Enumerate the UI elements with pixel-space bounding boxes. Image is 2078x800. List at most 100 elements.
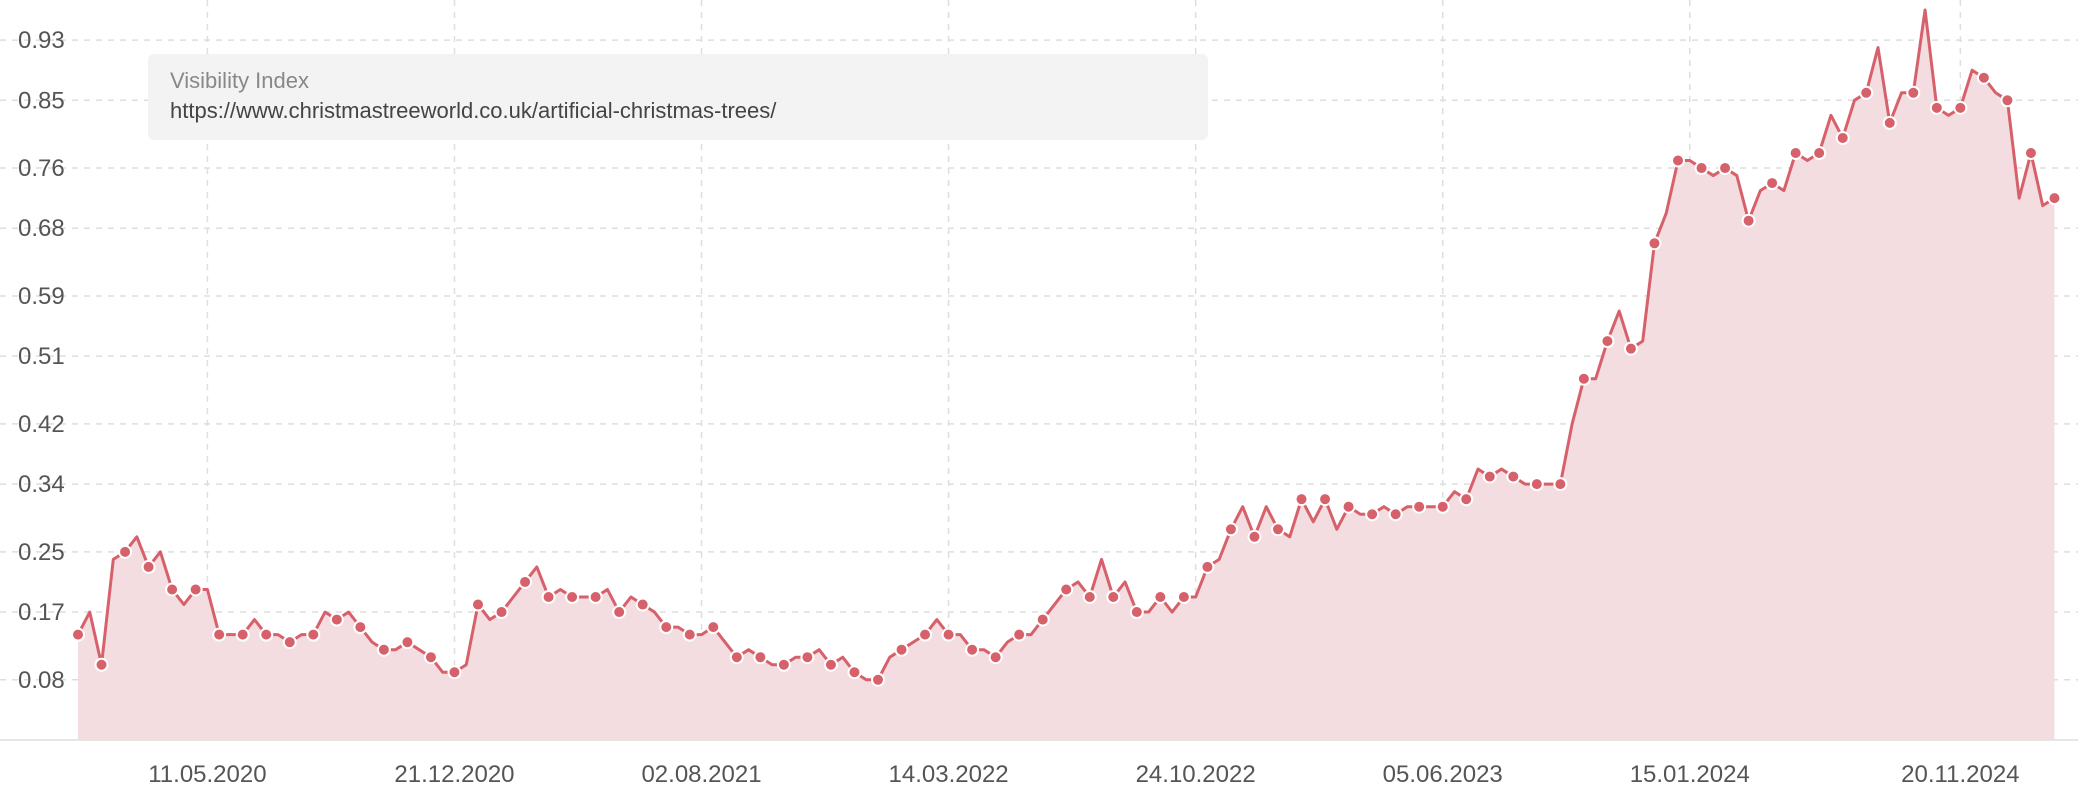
data-point[interactable] bbox=[1860, 87, 1872, 99]
data-point[interactable] bbox=[1013, 629, 1025, 641]
data-point[interactable] bbox=[284, 636, 296, 648]
data-point[interactable] bbox=[1837, 132, 1849, 144]
data-point[interactable] bbox=[1625, 343, 1637, 355]
data-point[interactable] bbox=[378, 644, 390, 656]
data-point[interactable] bbox=[919, 629, 931, 641]
x-tick-label: 21.12.2020 bbox=[394, 761, 514, 788]
data-point[interactable] bbox=[1931, 102, 1943, 114]
data-point[interactable] bbox=[1554, 478, 1566, 490]
data-point[interactable] bbox=[448, 666, 460, 678]
x-tick-label: 11.05.2020 bbox=[148, 761, 266, 788]
data-point[interactable] bbox=[425, 651, 437, 663]
data-point[interactable] bbox=[1131, 606, 1143, 618]
data-point[interactable] bbox=[754, 651, 766, 663]
data-point[interactable] bbox=[613, 606, 625, 618]
data-point[interactable] bbox=[990, 651, 1002, 663]
data-point[interactable] bbox=[1248, 531, 1260, 543]
data-point[interactable] bbox=[943, 629, 955, 641]
data-point[interactable] bbox=[1390, 508, 1402, 520]
data-point[interactable] bbox=[731, 651, 743, 663]
data-point[interactable] bbox=[1578, 373, 1590, 385]
y-tick-label: 0.25 bbox=[18, 539, 65, 566]
data-point[interactable] bbox=[1437, 501, 1449, 513]
data-point[interactable] bbox=[1037, 614, 1049, 626]
data-point[interactable] bbox=[260, 629, 272, 641]
data-point[interactable] bbox=[660, 621, 672, 633]
data-point[interactable] bbox=[1107, 591, 1119, 603]
data-point[interactable] bbox=[1084, 591, 1096, 603]
data-point[interactable] bbox=[2025, 147, 2037, 159]
data-point[interactable] bbox=[778, 659, 790, 671]
data-point[interactable] bbox=[1719, 162, 1731, 174]
data-point[interactable] bbox=[354, 621, 366, 633]
data-point[interactable] bbox=[119, 546, 131, 558]
data-point[interactable] bbox=[848, 666, 860, 678]
data-point[interactable] bbox=[213, 629, 225, 641]
data-point[interactable] bbox=[566, 591, 578, 603]
data-point[interactable] bbox=[707, 621, 719, 633]
data-point[interactable] bbox=[1154, 591, 1166, 603]
legend-box: Visibility Index https://www.christmastr… bbox=[148, 54, 1208, 140]
data-point[interactable] bbox=[896, 644, 908, 656]
data-point[interactable] bbox=[637, 599, 649, 611]
data-point[interactable] bbox=[1178, 591, 1190, 603]
data-point[interactable] bbox=[1460, 493, 1472, 505]
data-point[interactable] bbox=[1343, 501, 1355, 513]
data-point[interactable] bbox=[1648, 237, 1660, 249]
data-point[interactable] bbox=[543, 591, 555, 603]
data-point[interactable] bbox=[1790, 147, 1802, 159]
data-point[interactable] bbox=[1601, 335, 1613, 347]
data-point[interactable] bbox=[331, 614, 343, 626]
y-tick-label: 0.42 bbox=[18, 411, 65, 438]
x-tick-label: 24.10.2022 bbox=[1136, 761, 1256, 788]
legend-title: Visibility Index bbox=[170, 68, 1186, 94]
y-tick-label: 0.68 bbox=[18, 215, 65, 242]
data-point[interactable] bbox=[1507, 471, 1519, 483]
x-tick-label: 14.03.2022 bbox=[889, 761, 1009, 788]
data-point[interactable] bbox=[966, 644, 978, 656]
data-point[interactable] bbox=[1766, 177, 1778, 189]
y-tick-label: 0.34 bbox=[18, 471, 65, 498]
data-point[interactable] bbox=[1225, 523, 1237, 535]
y-tick-label: 0.51 bbox=[18, 343, 65, 370]
data-point[interactable] bbox=[1978, 72, 1990, 84]
y-tick-label: 0.76 bbox=[18, 155, 65, 182]
data-point[interactable] bbox=[1954, 102, 1966, 114]
data-point[interactable] bbox=[307, 629, 319, 641]
data-point[interactable] bbox=[496, 606, 508, 618]
data-point[interactable] bbox=[190, 583, 202, 595]
data-point[interactable] bbox=[1366, 508, 1378, 520]
data-point[interactable] bbox=[1296, 493, 1308, 505]
data-point[interactable] bbox=[472, 599, 484, 611]
data-point[interactable] bbox=[1672, 155, 1684, 167]
data-point[interactable] bbox=[1060, 583, 1072, 595]
data-point[interactable] bbox=[1907, 87, 1919, 99]
y-tick-label: 0.93 bbox=[18, 27, 65, 54]
data-point[interactable] bbox=[401, 636, 413, 648]
data-point[interactable] bbox=[1884, 117, 1896, 129]
data-point[interactable] bbox=[1813, 147, 1825, 159]
data-point[interactable] bbox=[237, 629, 249, 641]
data-point[interactable] bbox=[1272, 523, 1284, 535]
data-point[interactable] bbox=[1413, 501, 1425, 513]
data-point[interactable] bbox=[2048, 192, 2060, 204]
data-point[interactable] bbox=[684, 629, 696, 641]
data-point[interactable] bbox=[1743, 215, 1755, 227]
data-point[interactable] bbox=[72, 629, 84, 641]
data-point[interactable] bbox=[1201, 561, 1213, 573]
y-tick-label: 0.59 bbox=[18, 283, 65, 310]
data-point[interactable] bbox=[1531, 478, 1543, 490]
data-point[interactable] bbox=[96, 659, 108, 671]
data-point[interactable] bbox=[1319, 493, 1331, 505]
data-point[interactable] bbox=[825, 659, 837, 671]
data-point[interactable] bbox=[872, 674, 884, 686]
data-point[interactable] bbox=[590, 591, 602, 603]
data-point[interactable] bbox=[143, 561, 155, 573]
data-point[interactable] bbox=[519, 576, 531, 588]
x-tick-label: 20.11.2024 bbox=[1901, 761, 2019, 788]
data-point[interactable] bbox=[166, 583, 178, 595]
data-point[interactable] bbox=[801, 651, 813, 663]
data-point[interactable] bbox=[2001, 94, 2013, 106]
data-point[interactable] bbox=[1696, 162, 1708, 174]
data-point[interactable] bbox=[1484, 471, 1496, 483]
